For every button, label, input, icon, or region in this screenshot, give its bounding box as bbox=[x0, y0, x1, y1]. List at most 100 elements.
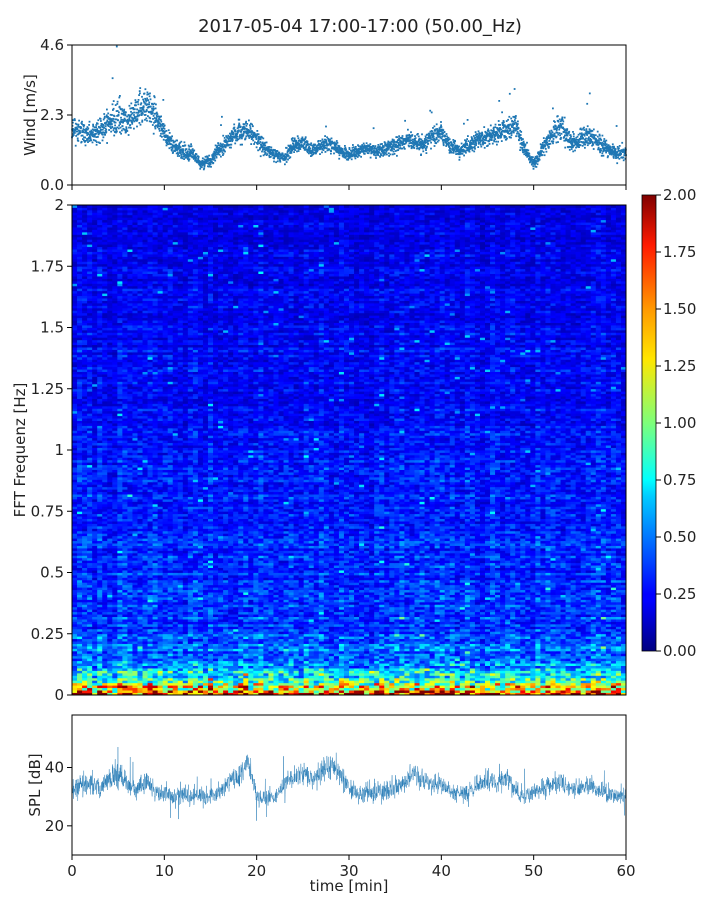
wind-point bbox=[289, 156, 292, 159]
spectrogram-cell bbox=[605, 675, 612, 679]
spectrogram-cell bbox=[293, 675, 300, 679]
spectrogram-cell bbox=[399, 687, 405, 691]
wind-point bbox=[115, 129, 118, 131]
wind-point bbox=[401, 144, 404, 146]
wind-point bbox=[367, 148, 370, 150]
spectrogram-cell bbox=[585, 677, 592, 681]
spectrogram-cell bbox=[404, 665, 410, 669]
spectrogram-cell bbox=[318, 690, 325, 693]
wind-point bbox=[216, 153, 218, 156]
spectrogram-cell bbox=[500, 672, 506, 676]
spectrogram-cell bbox=[117, 677, 123, 681]
wind-point bbox=[561, 118, 563, 120]
spectrogram-cell bbox=[172, 675, 179, 679]
wind-point bbox=[89, 134, 91, 137]
wind-point bbox=[470, 136, 473, 138]
spectrogram-cell bbox=[92, 663, 98, 666]
wind-point bbox=[297, 146, 300, 149]
wind-point bbox=[256, 130, 259, 132]
wind-point bbox=[587, 132, 590, 135]
wind-point bbox=[555, 135, 558, 138]
spectrogram-cell bbox=[333, 665, 340, 669]
spectrogram-cell bbox=[273, 692, 279, 696]
wind-point bbox=[531, 158, 534, 161]
wind-point bbox=[454, 147, 457, 150]
spectrogram-cell bbox=[223, 685, 229, 689]
wind-point bbox=[120, 116, 122, 119]
spectrogram-cell bbox=[258, 668, 264, 671]
wind-point bbox=[300, 146, 302, 148]
spectrogram-cell bbox=[97, 682, 103, 686]
spectrogram-cell bbox=[248, 692, 254, 696]
spectrogram-cell bbox=[97, 687, 103, 691]
wind-point bbox=[130, 113, 133, 116]
spectrogram-cell bbox=[374, 668, 380, 671]
spectrogram-cell bbox=[87, 677, 93, 681]
spectrogram-cell bbox=[404, 687, 410, 691]
wind-point bbox=[153, 117, 156, 119]
wind-point bbox=[145, 117, 148, 120]
spectrogram-cell bbox=[500, 670, 506, 674]
wind-point bbox=[158, 118, 161, 121]
spectrogram-cell bbox=[132, 680, 138, 684]
spectrogram-cell bbox=[238, 692, 244, 696]
spectrogram-cell bbox=[439, 690, 446, 693]
wind-point bbox=[153, 96, 156, 99]
wind-point bbox=[570, 135, 572, 138]
wind-point bbox=[609, 153, 611, 156]
wind-point bbox=[199, 164, 202, 167]
spectrogram-cell bbox=[555, 687, 561, 691]
spectrogram-cell bbox=[479, 675, 486, 679]
spectrogram-cell bbox=[157, 692, 164, 696]
wind-point bbox=[152, 115, 155, 117]
wind-point bbox=[242, 127, 244, 130]
wind-point bbox=[390, 146, 392, 148]
spectrogram-cell bbox=[283, 668, 289, 671]
wind-point bbox=[474, 136, 476, 139]
spectrogram-cell bbox=[218, 668, 224, 671]
wind-point bbox=[601, 134, 604, 137]
spectrogram-cell bbox=[127, 675, 133, 679]
spectrogram-cell bbox=[192, 680, 199, 684]
wind-point bbox=[473, 139, 475, 142]
spectrogram-cell bbox=[288, 665, 294, 669]
spectrogram-cell bbox=[273, 685, 279, 689]
spectrogram-cell bbox=[187, 670, 194, 674]
wind-point bbox=[135, 104, 137, 107]
wind-point bbox=[250, 138, 253, 140]
spectrogram-cell bbox=[459, 692, 466, 696]
wind-point bbox=[231, 139, 234, 141]
spectrogram-cell bbox=[555, 672, 561, 676]
spectrogram-cell bbox=[394, 685, 400, 689]
spectrogram-cell bbox=[137, 690, 143, 693]
wind-point bbox=[492, 127, 495, 130]
wind-point bbox=[98, 126, 101, 129]
spectrogram-cell bbox=[500, 690, 506, 693]
wind-point bbox=[114, 104, 117, 106]
wind-point bbox=[324, 146, 327, 149]
wind-point bbox=[459, 152, 462, 155]
wind-point bbox=[155, 119, 158, 122]
spectrogram-cell bbox=[399, 680, 405, 684]
wind-point bbox=[127, 134, 130, 136]
spectrogram-cell bbox=[107, 692, 113, 696]
spectrogram-cell bbox=[197, 687, 204, 691]
wind-point bbox=[157, 125, 160, 127]
spectrogram-cell bbox=[399, 665, 405, 669]
wind-point bbox=[565, 137, 568, 140]
wind-point bbox=[249, 128, 252, 130]
spectrogram-cell bbox=[474, 692, 481, 696]
wind-point bbox=[178, 147, 180, 150]
spectrogram-cell bbox=[505, 682, 511, 686]
wind-point bbox=[444, 139, 447, 142]
wind-point bbox=[552, 107, 554, 110]
wind-point bbox=[423, 144, 426, 146]
spectrogram-cell bbox=[464, 682, 471, 686]
wind-point bbox=[139, 109, 141, 112]
spectrogram-cell bbox=[364, 690, 370, 693]
wind-point bbox=[245, 135, 248, 138]
spectrogram-cell bbox=[182, 663, 189, 666]
wind-point bbox=[573, 141, 576, 144]
wind-point bbox=[338, 147, 341, 150]
